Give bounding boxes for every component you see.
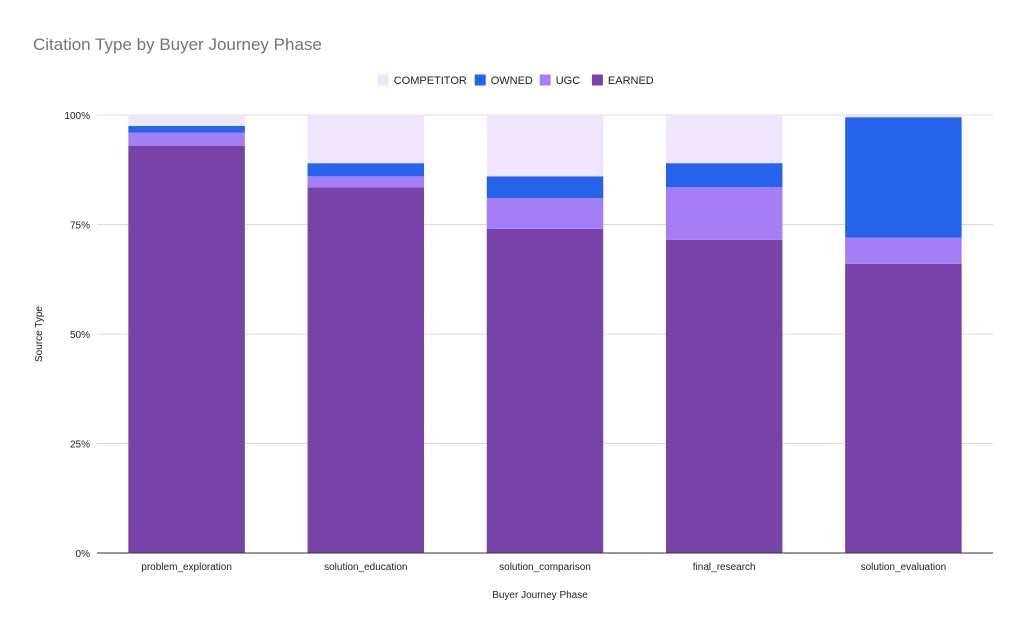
chart-title: Citation Type by Buyer Journey Phase: [33, 35, 322, 54]
y-tick-label: 100%: [64, 111, 90, 122]
y-tick-label: 50%: [70, 330, 90, 341]
x-tick-label: problem_exploration: [141, 562, 232, 573]
x-tick-label: solution_education: [324, 562, 407, 573]
bar-segment-ugc: [486, 198, 604, 229]
x-axis-ticks: problem_exploration solution_education sol…: [141, 562, 946, 573]
y-axis-ticks: 0% 25% 50% 75% 100%: [64, 111, 90, 560]
bar-segment-owned: [665, 163, 783, 188]
legend-label-earned: EARNED: [608, 75, 654, 87]
bar-segment-owned: [845, 117, 962, 238]
bar-segment-competitor: [128, 115, 245, 126]
bars: [128, 115, 962, 553]
legend-swatch-competitor: [377, 74, 389, 86]
y-axis-label: Source Type: [34, 306, 45, 362]
bar-segment-earned: [486, 228, 604, 553]
y-tick-label: 75%: [70, 221, 90, 232]
x-tick-label: final_research: [693, 562, 756, 573]
x-tick-label: solution_evaluation: [861, 562, 947, 573]
legend-swatch-earned: [591, 74, 603, 86]
y-tick-label: 0%: [76, 549, 91, 560]
bar-segment-earned: [128, 145, 245, 553]
legend-swatch-owned: [474, 74, 486, 86]
legend-swatch-ugc: [539, 74, 551, 86]
bar-segment-competitor: [665, 115, 783, 164]
bar-segment-earned: [307, 187, 425, 553]
x-tick-label: solution_comparison: [499, 562, 591, 573]
y-tick-label: 25%: [70, 440, 90, 451]
bar-segment-ugc: [307, 176, 425, 188]
bar-segment-earned: [665, 239, 783, 553]
bar-segment-competitor: [307, 115, 425, 164]
bar-segment-owned: [128, 125, 245, 133]
bar-segment-owned: [307, 163, 425, 177]
bar-segment-competitor: [486, 115, 604, 177]
legend-label-ugc: UGC: [556, 75, 581, 87]
bar-segment-earned: [845, 263, 962, 553]
legend: COMPETITOR OWNED UGC EARNED: [377, 74, 654, 87]
bar-segment-ugc: [128, 132, 245, 146]
bar-segment-owned: [486, 176, 604, 199]
bar-segment-ugc: [665, 187, 783, 240]
legend-label-competitor: COMPETITOR: [394, 75, 467, 87]
legend-label-owned: OWNED: [491, 75, 533, 87]
bar-segment-competitor: [845, 115, 962, 118]
x-axis-label: Buyer Journey Phase: [492, 590, 588, 601]
bar-segment-ugc: [845, 237, 962, 264]
